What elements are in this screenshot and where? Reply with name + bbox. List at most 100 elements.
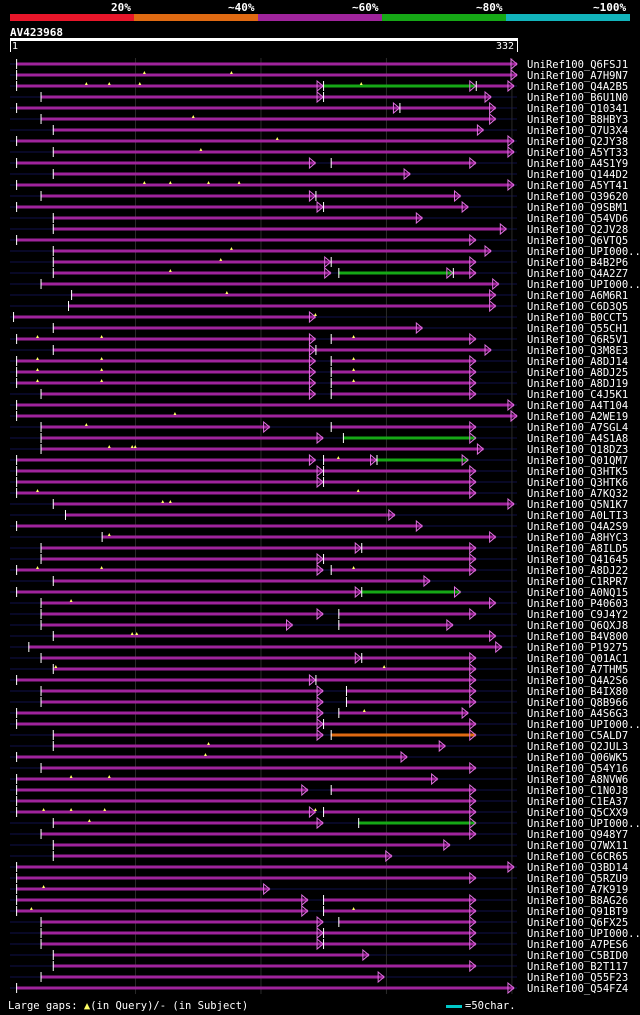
hit-label[interactable]: UniRef100_C1RPR7: [527, 576, 628, 588]
hit-row[interactable]: UniRef100_P19275: [28, 640, 628, 654]
hit-label[interactable]: UniRef100_A5YT41: [527, 180, 628, 192]
hit-row[interactable]: UniRef100_C4J5K1: [40, 387, 629, 401]
hit-row[interactable]: UniRef100_A8NVW6: [16, 772, 628, 786]
hit-row[interactable]: UniRef100_Q54VD6: [52, 211, 628, 225]
hit-label[interactable]: UniRef100_C5ALD7: [527, 730, 628, 742]
hit-row[interactable]: UniRef100_A7PES6: [40, 937, 629, 951]
hit-row[interactable]: UniRef100_Q3HTK5: [16, 464, 628, 478]
hit-row[interactable]: UniRef100_Q10341: [16, 101, 628, 115]
hit-row[interactable]: UniRef100_C1RPR7: [52, 574, 628, 588]
hit-label[interactable]: UniRef100_A0NQ15: [527, 587, 628, 599]
hit-label[interactable]: UniRef100_C1EA37: [527, 796, 628, 808]
hit-label[interactable]: UniRef100_Q54VD6: [527, 213, 628, 225]
hit-row[interactable]: UniRef100_A8DJ25: [16, 365, 628, 379]
hit-label[interactable]: UniRef100_Q6FX25: [527, 917, 628, 929]
hit-label[interactable]: UniRef100_A6M6R1: [527, 290, 628, 302]
hit-label[interactable]: UniRef100_A8HYC3: [527, 532, 628, 544]
hit-row[interactable]: UniRef100_A0NQ15: [16, 585, 628, 599]
hit-row[interactable]: UniRef100_Q144D2: [52, 167, 628, 181]
hit-label[interactable]: UniRef100_P19275: [527, 642, 628, 654]
hit-label[interactable]: UniRef100_A8ILD5: [527, 543, 628, 555]
hit-row[interactable]: UniRef100_C6CR65: [52, 849, 628, 863]
hit-row[interactable]: UniRef100_Q2JY38: [16, 134, 628, 148]
hit-row[interactable]: UniRef100_C1N0J8: [16, 783, 628, 797]
hit-row[interactable]: UniRef100_B2T117: [52, 959, 628, 973]
hit-label[interactable]: UniRef100_UPI000..: [527, 818, 640, 830]
hit-label[interactable]: UniRef100_Q6QXJ8: [527, 620, 628, 632]
hit-label[interactable]: UniRef100_Q948Y7: [527, 829, 628, 841]
hit-row[interactable]: UniRef100_A0LTI3: [64, 508, 628, 522]
hit-label[interactable]: UniRef100_UPI000..: [527, 719, 640, 731]
hit-row[interactable]: UniRef100_A4S1Y9: [16, 156, 628, 170]
hit-row[interactable]: UniRef100_A5YT41: [16, 178, 628, 192]
hit-row[interactable]: UniRef100_A8ILD5: [40, 541, 629, 555]
hit-label[interactable]: UniRef100_Q8B966: [527, 697, 628, 709]
hit-label[interactable]: UniRef100_A7PES6: [527, 939, 628, 951]
hit-row[interactable]: UniRef100_B4V800: [52, 629, 628, 643]
hit-row[interactable]: UniRef100_B4B2P6: [52, 255, 628, 269]
hit-label[interactable]: UniRef100_Q144D2: [527, 169, 628, 181]
hit-label[interactable]: UniRef100_Q54Y16: [527, 763, 628, 775]
hit-row[interactable]: UniRef100_A7KQ32: [16, 486, 628, 500]
hit-row[interactable]: UniRef100_Q55CH1: [52, 321, 628, 335]
hit-row[interactable]: UniRef100_A6M6R1: [71, 288, 628, 302]
hit-row[interactable]: UniRef100_Q948Y7: [40, 827, 629, 841]
hit-row[interactable]: UniRef100_A4S1A8: [40, 431, 629, 445]
hit-row[interactable]: UniRef100_B6U1N0: [40, 90, 629, 104]
hit-label[interactable]: UniRef100_Q4A2B5: [527, 81, 628, 93]
hit-label[interactable]: UniRef100_A4T104: [527, 400, 628, 412]
hit-row[interactable]: UniRef100_Q6FX25: [40, 915, 629, 929]
hit-row[interactable]: UniRef100_C1EA37: [16, 794, 628, 808]
hit-row[interactable]: UniRef100_B8HBY3: [40, 112, 629, 126]
hit-row[interactable]: UniRef100_A4T104: [16, 398, 628, 412]
hit-row[interactable]: UniRef100_Q4A2S9: [16, 519, 628, 533]
hit-label[interactable]: UniRef100_A4S1A8: [527, 433, 628, 445]
hit-row[interactable]: UniRef100_A5YT33: [52, 145, 628, 159]
hit-row[interactable]: UniRef100_A8DJ19: [16, 376, 628, 390]
hit-row[interactable]: UniRef100_A8DJ14: [16, 354, 628, 368]
hit-label[interactable]: UniRef100_Q6FSJ1: [527, 59, 628, 71]
hit-row[interactable]: UniRef100_A7THM5: [52, 662, 628, 676]
hit-label[interactable]: UniRef100_B0CCT5: [527, 312, 628, 324]
hit-row[interactable]: UniRef100_Q4A2S6: [16, 673, 628, 687]
hit-row[interactable]: UniRef100_Q54FZ4: [16, 981, 628, 995]
hit-label[interactable]: UniRef100_A5YT33: [527, 147, 628, 159]
hit-label[interactable]: UniRef100_A7H9N7: [527, 70, 628, 82]
hit-row[interactable]: UniRef100_C6D3Q5: [68, 299, 628, 313]
hit-row[interactable]: UniRef100_A7K919: [16, 882, 628, 896]
hit-label[interactable]: UniRef100_C1N0J8: [527, 785, 628, 797]
hit-row[interactable]: UniRef100_Q6FSJ1: [16, 57, 628, 71]
hit-row[interactable]: UniRef100_UPI000..: [52, 244, 640, 258]
hit-label[interactable]: UniRef100_C6D3Q5: [527, 301, 628, 313]
hit-label[interactable]: UniRef100_Q10341: [527, 103, 628, 115]
hit-label[interactable]: UniRef100_B2T117: [527, 961, 628, 973]
hit-row[interactable]: UniRef100_Q39620: [40, 189, 629, 203]
hit-label[interactable]: UniRef100_Q41645: [527, 554, 628, 566]
hit-row[interactable]: UniRef100_UPI000..: [40, 277, 640, 291]
hit-row[interactable]: UniRef100_UPI000..: [40, 926, 640, 940]
hit-row[interactable]: UniRef100_A8DJ22: [16, 563, 628, 577]
hit-label[interactable]: UniRef100_C9J4Y2: [527, 609, 628, 621]
hit-row[interactable]: UniRef100_Q01QM7: [16, 453, 628, 467]
hit-label[interactable]: UniRef100_A8DJ19: [527, 378, 628, 390]
hit-row[interactable]: UniRef100_Q6R5V1: [16, 332, 628, 346]
hit-label[interactable]: UniRef100_Q55CH1: [527, 323, 628, 335]
hit-label[interactable]: UniRef100_Q9SBM1: [527, 202, 628, 214]
hit-label[interactable]: UniRef100_Q5RZU9: [527, 873, 628, 885]
hit-label[interactable]: UniRef100_Q01AC1: [527, 653, 628, 665]
hit-row[interactable]: UniRef100_Q5N1K7: [52, 497, 628, 511]
hit-label[interactable]: UniRef100_Q01QM7: [527, 455, 628, 467]
hit-row[interactable]: UniRef100_A7H9N7: [16, 68, 628, 82]
hit-label[interactable]: UniRef100_Q3HTK6: [527, 477, 628, 489]
hit-label[interactable]: UniRef100_B4B2P6: [527, 257, 628, 269]
hit-row[interactable]: UniRef100_B4IX80: [40, 684, 629, 698]
hit-row[interactable]: UniRef100_Q5CXX9: [16, 805, 628, 819]
hit-label[interactable]: UniRef100_Q2JUL3: [527, 741, 628, 753]
hit-row[interactable]: UniRef100_Q5RZU9: [16, 871, 628, 885]
hit-row[interactable]: UniRef100_Q3HTK6: [16, 475, 628, 489]
hit-label[interactable]: UniRef100_B4IX80: [527, 686, 628, 698]
hit-label[interactable]: UniRef100_C4J5K1: [527, 389, 628, 401]
hit-row[interactable]: UniRef100_Q41645: [40, 552, 629, 566]
hit-row[interactable]: UniRef100_C9J4Y2: [40, 607, 629, 621]
hit-label[interactable]: UniRef100_Q55F23: [527, 972, 628, 984]
